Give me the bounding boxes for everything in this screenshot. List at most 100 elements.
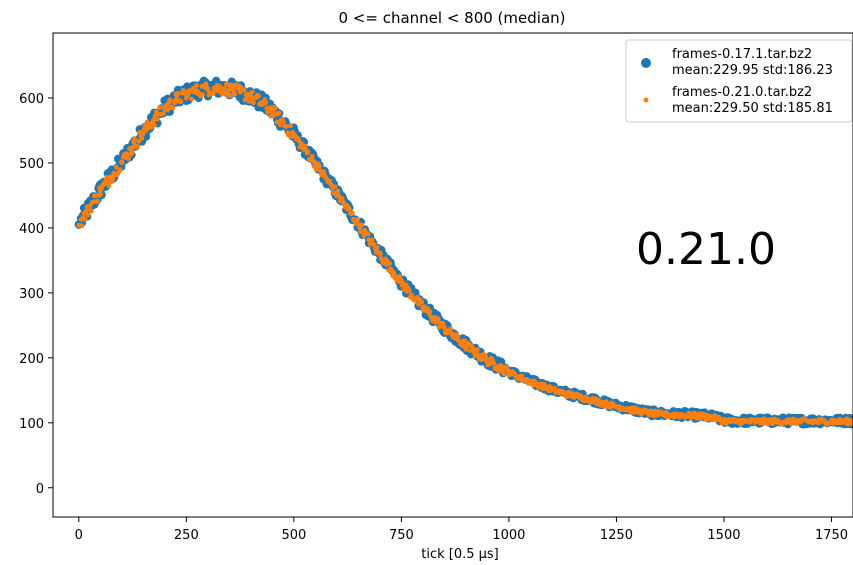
data-point xyxy=(463,346,469,352)
legend-stats-series1: mean:229.95 std:186.23 xyxy=(672,63,833,78)
data-point xyxy=(178,99,184,105)
data-point xyxy=(391,270,397,275)
data-point xyxy=(151,122,157,128)
data-point xyxy=(427,309,433,315)
y-tick-label: 300 xyxy=(19,287,44,302)
data-point xyxy=(256,93,261,99)
x-tick-label: 750 xyxy=(389,528,414,543)
data-point xyxy=(200,92,206,97)
data-point xyxy=(150,118,156,124)
data-points xyxy=(74,76,853,429)
legend-marker-series1 xyxy=(641,58,651,68)
data-point xyxy=(170,105,176,111)
data-point xyxy=(283,124,289,129)
legend-marker-series2 xyxy=(643,97,649,103)
data-point xyxy=(487,361,493,367)
data-point xyxy=(470,346,476,352)
data-point xyxy=(288,123,293,128)
data-point xyxy=(140,131,146,137)
data-point xyxy=(175,90,181,96)
data-point xyxy=(126,156,131,161)
data-point xyxy=(203,81,209,87)
data-point xyxy=(335,188,341,194)
data-point xyxy=(241,87,247,93)
x-tick-label: 1500 xyxy=(707,528,740,543)
data-point xyxy=(359,222,365,228)
data-point xyxy=(491,361,497,366)
data-point xyxy=(455,334,461,339)
data-point xyxy=(374,245,380,250)
data-point xyxy=(274,119,280,125)
data-point xyxy=(474,347,480,352)
data-point xyxy=(406,287,412,293)
version-annotation: 0.21.0 xyxy=(636,224,776,275)
x-tick-label: 1000 xyxy=(492,528,525,543)
data-point xyxy=(263,100,269,105)
y-tick-label: 0 xyxy=(36,482,44,497)
series-2-points xyxy=(76,81,853,427)
data-point xyxy=(369,237,375,243)
data-point xyxy=(448,326,453,332)
legend-label-series1: frames-0.17.1.tar.bz2 xyxy=(672,47,812,62)
data-point xyxy=(172,100,178,106)
data-point xyxy=(106,183,112,188)
data-point xyxy=(119,160,125,165)
data-point xyxy=(85,212,91,218)
data-point xyxy=(280,119,286,125)
x-axis-label: tick [0.5 μs] xyxy=(421,547,499,562)
y-tick-label: 100 xyxy=(19,417,44,432)
data-point xyxy=(371,242,377,248)
data-point xyxy=(272,106,278,111)
data-point xyxy=(552,385,558,391)
data-point xyxy=(309,154,315,159)
data-point xyxy=(95,198,100,204)
data-point xyxy=(277,122,283,128)
data-point xyxy=(228,93,234,99)
data-point xyxy=(276,110,282,116)
x-tick-label: 1250 xyxy=(600,528,633,543)
data-point xyxy=(117,167,123,173)
data-point xyxy=(183,95,189,101)
data-point xyxy=(189,96,194,102)
data-point xyxy=(440,321,446,326)
data-point xyxy=(483,353,489,359)
data-point xyxy=(113,164,119,170)
data-point xyxy=(167,97,173,103)
data-point xyxy=(305,149,311,155)
legend-box xyxy=(625,39,853,123)
data-point xyxy=(435,316,441,322)
data-point xyxy=(135,143,141,149)
data-point xyxy=(350,210,355,216)
data-point xyxy=(247,93,253,98)
plot-area-frame xyxy=(52,32,853,518)
data-point xyxy=(355,216,361,222)
data-point xyxy=(542,381,547,387)
data-point xyxy=(387,261,393,266)
y-tick-label: 600 xyxy=(19,92,44,107)
x-axis-ticks: 0 250 500 750 1000 1250 1500 1750 xyxy=(75,517,848,543)
data-point xyxy=(110,176,116,182)
data-point xyxy=(250,100,256,106)
data-point xyxy=(82,216,88,222)
data-point xyxy=(194,83,199,88)
data-point xyxy=(505,368,511,374)
data-point xyxy=(501,371,507,377)
x-tick-label: 0 xyxy=(75,528,83,543)
x-tick-label: 500 xyxy=(281,528,306,543)
data-point xyxy=(249,89,255,95)
data-point xyxy=(346,206,352,212)
data-point xyxy=(564,394,570,399)
data-point xyxy=(217,84,223,90)
data-point xyxy=(232,91,238,97)
data-point xyxy=(519,373,525,379)
data-point xyxy=(222,86,227,92)
data-point xyxy=(185,92,191,98)
y-tick-label: 200 xyxy=(19,352,44,367)
data-point xyxy=(132,136,138,142)
data-point xyxy=(647,412,653,418)
data-point xyxy=(377,251,383,256)
data-point xyxy=(210,91,216,96)
data-point xyxy=(608,405,613,411)
data-point xyxy=(98,192,103,198)
data-point xyxy=(130,149,135,155)
